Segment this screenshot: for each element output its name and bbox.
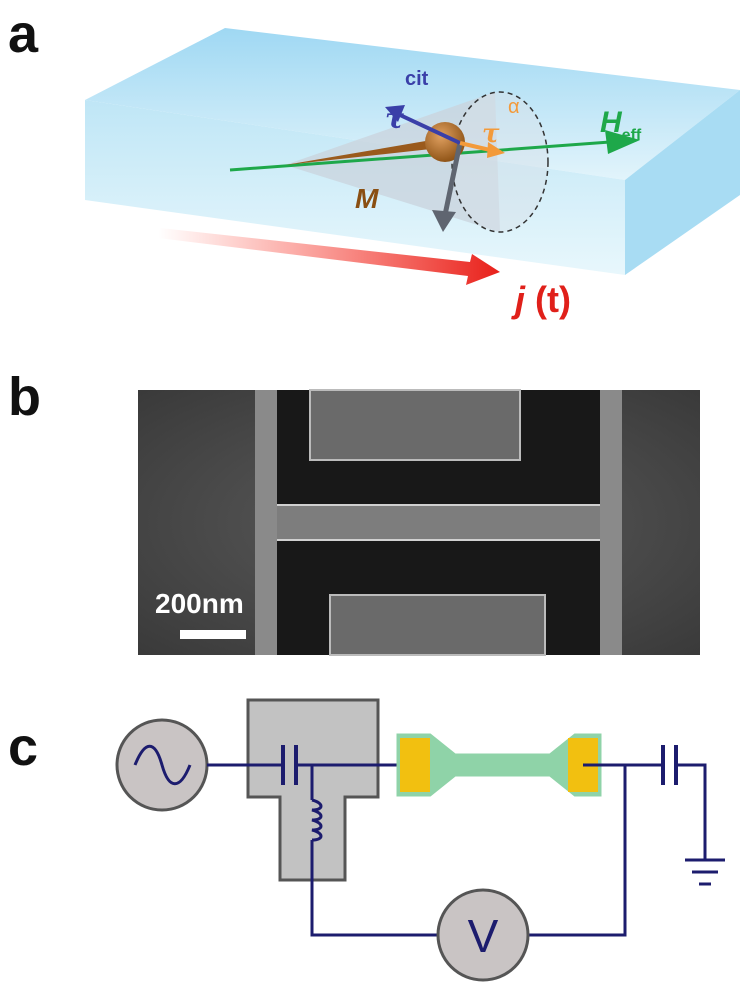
wire — [528, 765, 725, 935]
panel-label: b — [8, 367, 41, 427]
capacitor — [663, 745, 676, 785]
panel-a: a cit τ τ α Heff M j(t) — [8, 4, 740, 320]
magnetization-label: M — [355, 183, 379, 214]
field-subscript: eff — [622, 127, 642, 144]
panel-c: c V — [8, 700, 725, 980]
precession-ellipse — [452, 92, 548, 232]
current-symbol: j — [511, 279, 526, 320]
panel-b: b 200nm — [8, 367, 700, 655]
pad-top — [310, 390, 520, 460]
voltmeter-label: V — [468, 910, 499, 962]
tau-blue: τ — [385, 102, 404, 135]
current-arg: (t) — [535, 279, 571, 320]
panel-label: c — [8, 717, 38, 777]
pad-bottom — [330, 595, 545, 655]
edge-right — [600, 390, 622, 655]
nanowire — [275, 505, 615, 540]
contact-pad — [400, 738, 430, 792]
panel-label: a — [8, 4, 39, 64]
alpha-label: α — [508, 96, 520, 118]
tau-orange: τ — [482, 119, 500, 149]
scale-bar-label: 200nm — [155, 588, 244, 619]
field-symbol: H — [600, 106, 623, 139]
current-label: j(t) — [511, 279, 571, 320]
edge-left — [255, 390, 277, 655]
figure: a cit τ τ α Heff M j(t) b 200nm — [0, 0, 751, 989]
scale-bar — [180, 630, 246, 639]
torque-label: cit — [405, 68, 429, 90]
